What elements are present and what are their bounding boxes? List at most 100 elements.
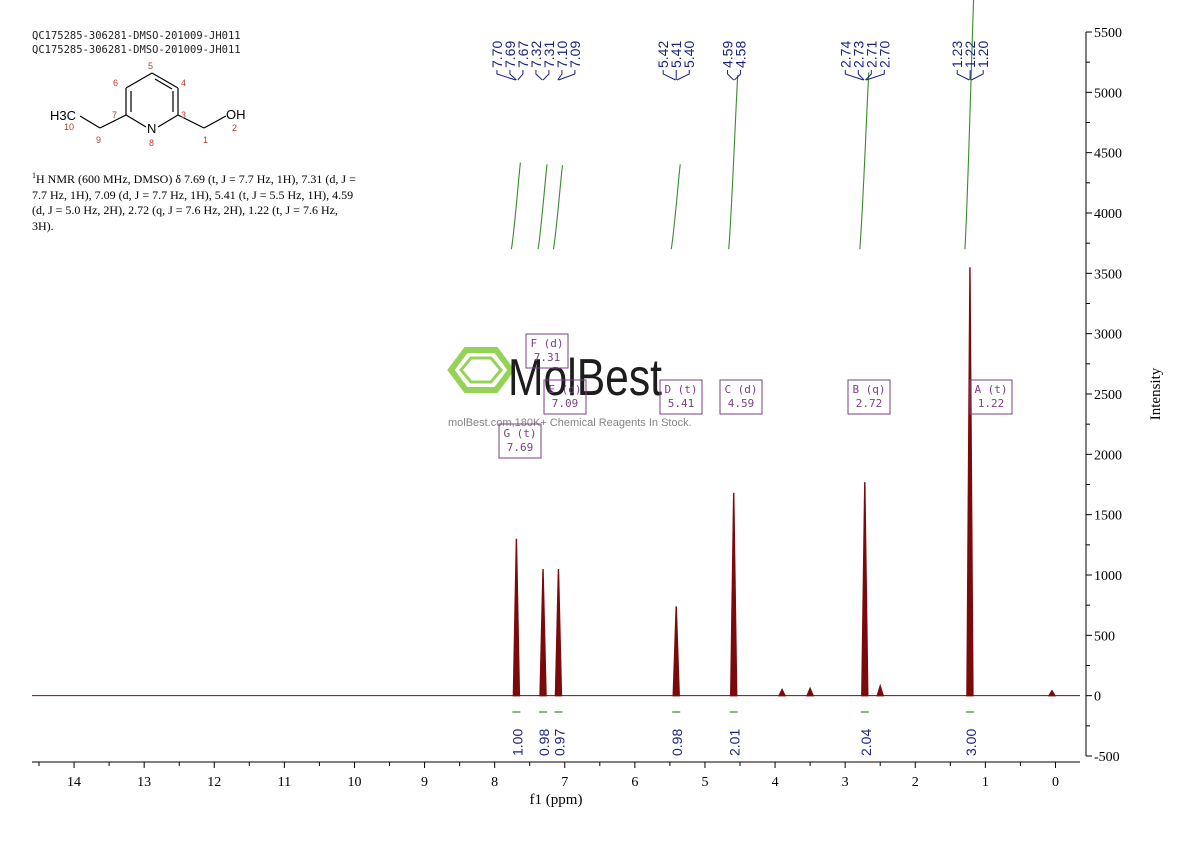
integral-curve <box>859 72 870 250</box>
peak-label-connector <box>676 70 690 81</box>
y-tick-label: 2500 <box>1094 388 1122 403</box>
nmr-description-text: H NMR (600 MHz, DMSO) δ 7.69 (t, J = 7.7… <box>32 172 356 233</box>
multiplet-label: D (t) <box>664 383 697 396</box>
bond-7-9 <box>99 114 127 129</box>
y-axis-label: Intensity <box>1148 367 1164 420</box>
x-tick-label: 8 <box>491 775 498 790</box>
y-tick-label: 3500 <box>1094 267 1122 282</box>
watermark: MolBest molBest.com,180K+ Chemical Reage… <box>447 347 692 429</box>
x-tick-label: 1 <box>982 775 989 790</box>
spectrum-peak <box>512 538 521 697</box>
peak-label-connector <box>557 70 563 81</box>
integral-curve <box>537 164 548 250</box>
peak-label-connector <box>542 70 550 81</box>
multiplet-shift: 7.69 <box>507 441 534 454</box>
integral-curve <box>964 0 975 250</box>
x-tick-label: 10 <box>347 775 361 790</box>
atom-label-oh: OH <box>226 107 246 122</box>
x-tick-label: 12 <box>207 775 221 790</box>
atom-number-10: 10 <box>64 122 74 132</box>
peak-label: 5.41 <box>668 41 684 68</box>
integral-value: 2.04 <box>858 729 874 756</box>
y-tick-label: 5000 <box>1094 86 1122 101</box>
multiplet-shift: 7.09 <box>552 397 579 410</box>
bond-6-5 <box>125 72 153 89</box>
atom-number-8: 8 <box>149 138 154 148</box>
multiplet-shift: 5.41 <box>668 397 695 410</box>
spectrum <box>32 267 1080 697</box>
atom-number-6: 6 <box>113 78 118 88</box>
x-tick-label: 7 <box>561 775 568 790</box>
peak-label: 2.74 <box>837 41 853 68</box>
spectrum-peak <box>539 568 547 697</box>
y-tick-label: 4500 <box>1094 147 1122 162</box>
peak-label: 2.73 <box>850 41 866 68</box>
y-tick-label: 500 <box>1094 629 1115 644</box>
x-tick-label: 13 <box>137 775 151 790</box>
atom-number-3: 3 <box>181 110 186 120</box>
peak-label: 7.69 <box>502 41 518 68</box>
peak-label-connector <box>865 70 872 81</box>
bond-1-o <box>203 115 227 129</box>
integral-curve <box>728 74 739 250</box>
peak-label-connector <box>517 70 524 81</box>
spectrum-peak <box>554 568 563 697</box>
spectrum-peak <box>777 688 787 697</box>
multiplet-shift: 2.72 <box>856 397 883 410</box>
x-tick-label: 9 <box>421 775 428 790</box>
multiplet-shift: 7.31 <box>534 351 561 364</box>
peak-labels: 7.707.697.677.327.317.107.09 5.425.415.40… <box>489 41 991 81</box>
peak-label-connector <box>535 70 543 81</box>
peak-label: 7.10 <box>554 41 570 68</box>
multiplet-boxes: A (t)1.22 B (q)2.72 C (d)4.59 D (t)5.41 E (d… <box>498 333 1013 459</box>
integral-value: 3.00 <box>963 729 979 756</box>
bond-n-7 <box>125 114 147 128</box>
atom-label-n: N <box>147 121 156 136</box>
peak-label: 7.70 <box>489 41 505 68</box>
peak-label-connector <box>844 70 864 81</box>
spectrum-peak <box>861 482 869 697</box>
x-tick-label: 3 <box>842 775 849 790</box>
multiplet-box <box>659 379 703 415</box>
peak-label-connector <box>662 70 676 81</box>
atom-number-4: 4 <box>181 78 186 88</box>
peak-label: 1.23 <box>949 41 965 68</box>
watermark-brand: MolBest <box>508 349 662 407</box>
y-tick-label: 5500 <box>1094 26 1122 41</box>
y-tick-label: 2000 <box>1094 448 1122 463</box>
integral-curves <box>510 0 975 250</box>
multiplet-box <box>543 379 587 415</box>
y-tick-label: 3000 <box>1094 328 1122 343</box>
y-tick-label: 1000 <box>1094 569 1122 584</box>
multiplet-label: A (t) <box>974 383 1007 396</box>
x-tick-label: 2 <box>912 775 919 790</box>
atom-number-9: 9 <box>96 135 101 145</box>
multiplet-label: F (d) <box>530 337 563 350</box>
sample-id-line-2: QC175285-306281-DMSO-201009-JH011 <box>32 44 241 56</box>
peak-label-connector <box>857 70 865 81</box>
peak-label: 4.58 <box>733 41 749 68</box>
integrals: 1.00 0.98 0.97 0.98 2.01 2.04 3.00 <box>509 711 979 756</box>
spectrum-peak <box>1047 689 1057 697</box>
peak-label-connector <box>866 70 885 81</box>
peak-label: 1.22 <box>962 41 978 68</box>
peak-label: 5.40 <box>681 41 697 68</box>
spectrum-peak <box>672 606 680 697</box>
x-tick-label: 5 <box>701 775 708 790</box>
spectrum-peak <box>729 492 738 697</box>
peak-label: 1.20 <box>975 41 991 68</box>
double-bond-5-4 <box>154 78 173 90</box>
y-tick-label: -500 <box>1094 750 1120 765</box>
peak-label-connector <box>496 70 516 81</box>
y-tick-label: 4000 <box>1094 207 1122 222</box>
integral-value: 0.98 <box>669 729 685 756</box>
nmr-superscript: 1 <box>32 171 36 180</box>
molecule-structure <box>79 72 227 129</box>
peak-label-connector <box>734 70 742 81</box>
peak-label: 2.70 <box>876 41 892 68</box>
multiplet-box <box>969 379 1013 415</box>
peak-label: 5.42 <box>655 41 671 68</box>
watermark-logo-inner-icon <box>459 356 503 384</box>
spectrum-peak <box>966 267 974 697</box>
